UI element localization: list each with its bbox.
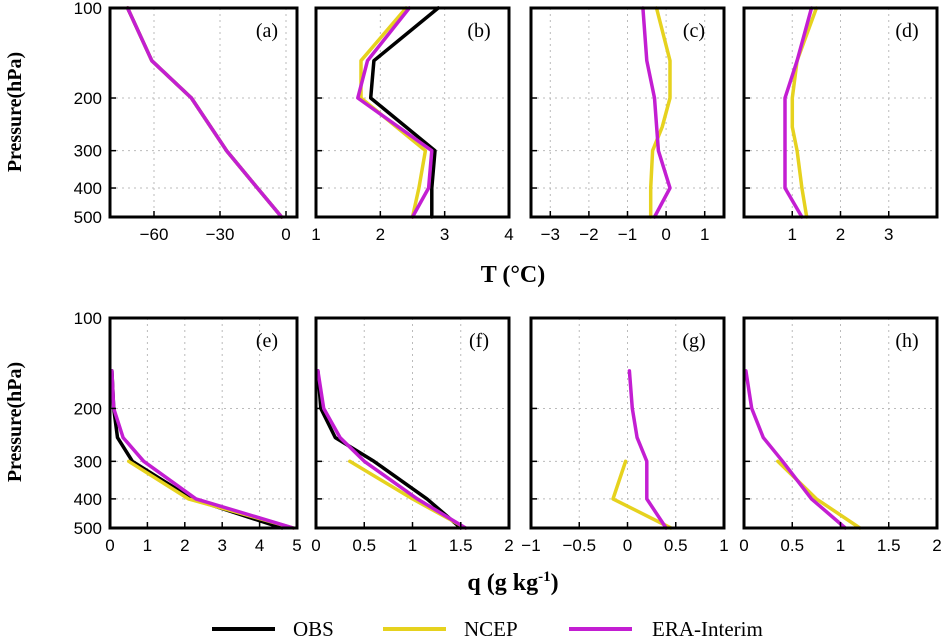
legend-label-obs: OBS — [293, 617, 334, 641]
panel-f-xtick-label-4: 2 — [504, 536, 513, 555]
panel-g-series-ncep — [611, 459, 673, 530]
panel-h-series-era — [744, 369, 848, 530]
x-axis-title-bottom: q (g kg-1) — [467, 569, 558, 596]
panel-e-series-era — [110, 369, 296, 530]
panel-b-frame — [314, 6, 511, 219]
panel-g: −1 −0.5 0 0.5 1 (g) — [521, 316, 729, 555]
legend-label-era: ERA-Interim — [652, 617, 763, 641]
panel-a-ytick-label-0: 100 — [74, 0, 102, 18]
panel-d-series-era — [783, 6, 814, 219]
panel-a-xtick-label-1: −30 — [206, 225, 235, 244]
panel-a-ytick-label-4: 500 — [74, 208, 102, 227]
panel-e-ytick-label-1: 200 — [74, 399, 102, 418]
panel-c-series-era — [641, 6, 672, 219]
panel-f-xtick-label-3: 1.5 — [449, 536, 473, 555]
panel-c-series-ncep — [648, 6, 672, 219]
panel-b-series-era — [356, 6, 434, 219]
x-axis-title-bottom-main: q (g kg — [467, 570, 538, 596]
legend: OBS NCEP ERA-Interim — [212, 617, 763, 641]
panel-a-ytick-label-1: 200 — [74, 89, 102, 108]
panel-e-xtick-label-1: 1 — [143, 536, 152, 555]
panel-b-xtick-label-2: 3 — [440, 225, 449, 244]
panel-a-xtick-label-0: −60 — [140, 225, 169, 244]
panel-c-xtick-label-3: 0 — [661, 225, 670, 244]
panel-f-xtick-label-0: 0 — [311, 536, 320, 555]
panel-e-series-ncep — [126, 459, 296, 530]
panel-c-xtick-label-1: −2 — [579, 225, 598, 244]
panel-b-series-obs — [368, 6, 440, 219]
panel-e-xtick-label-5: 5 — [292, 536, 301, 555]
panel-d-xtick-label-0: 1 — [788, 225, 797, 244]
panel-e-ytick-label-2: 300 — [74, 452, 102, 471]
panel-h-xtick-label-2: 1 — [836, 536, 845, 555]
panel-b-series-ncep — [359, 6, 428, 219]
panel-a: −60 −30 0 100 200 300 400 500 (a) — [74, 0, 299, 244]
panel-e-label: (e) — [256, 330, 278, 352]
panel-e-ytick-label-3: 400 — [74, 490, 102, 509]
y-axis-title-top: Pressure(hPa) — [4, 52, 26, 172]
panel-f-series-obs — [316, 369, 463, 530]
panel-d-label: (d) — [895, 20, 918, 42]
panel-e-ytick-label-0: 100 — [74, 309, 102, 328]
panel-f: 0 0.5 1 1.5 2 (f) — [311, 316, 514, 555]
y-axis-title-bottom: Pressure(hPa) — [4, 362, 26, 482]
panel-e-ytick-label-4: 500 — [74, 519, 102, 538]
panel-h: 0 0.5 1 1.5 2 (h) — [739, 316, 942, 555]
panel-e-xtick-label-4: 4 — [255, 536, 264, 555]
panel-b-xtick-label-1: 2 — [376, 225, 385, 244]
panel-h-label: (h) — [895, 330, 918, 352]
panel-a-ytick-label-3: 400 — [74, 179, 102, 198]
panel-g-xtick-label-1: −0.5 — [562, 536, 596, 555]
panel-f-xtick-label-1: 0.5 — [352, 536, 376, 555]
panel-c: −3 −2 −1 0 1 (c) — [529, 6, 726, 244]
panel-a-series-era — [125, 6, 284, 219]
panel-e-series-obs — [110, 369, 284, 530]
panel-e: 0 1 2 3 4 5 100 200 300 400 500 (e) — [74, 309, 302, 555]
panel-b-xtick-label-3: 4 — [504, 225, 513, 244]
panel-b-label: (b) — [467, 20, 490, 42]
panel-a-frame — [108, 6, 299, 219]
panel-g-label: (g) — [682, 330, 705, 352]
panel-g-xtick-label-2: 0 — [623, 536, 632, 555]
panel-e-xtick-label-3: 3 — [217, 536, 226, 555]
panel-e-xtick-label-2: 2 — [180, 536, 189, 555]
x-axis-title-top: T (°C) — [481, 262, 546, 288]
panel-a-label: (a) — [256, 20, 278, 42]
panel-d-xtick-label-2: 3 — [884, 225, 893, 244]
panel-g-series-era — [627, 369, 668, 530]
panel-h-xtick-label-3: 1.5 — [877, 536, 901, 555]
panel-h-xtick-label-0: 0 — [739, 536, 748, 555]
legend-label-ncep: NCEP — [464, 617, 518, 641]
panel-c-xtick-label-4: 1 — [700, 225, 709, 244]
panel-h-xtick-label-4: 2 — [932, 536, 941, 555]
panel-a-xtick-label-2: 0 — [281, 225, 290, 244]
panel-h-xtick-label-1: 0.5 — [780, 536, 804, 555]
x-axis-title-bottom-sup: -1 — [538, 569, 551, 585]
panel-g-xtick-label-0: −1 — [521, 536, 540, 555]
panel-e-frame — [108, 316, 299, 530]
panel-g-xtick-label-4: 1 — [719, 536, 728, 555]
panel-e-xtick-label-0: 0 — [105, 536, 114, 555]
panel-f-label: (f) — [469, 330, 489, 352]
panel-d: 1 2 3 (d) — [742, 6, 939, 244]
panel-c-xtick-label-2: −1 — [618, 225, 637, 244]
panel-b: 1 2 3 4 (b) — [311, 6, 514, 244]
panel-c-label: (c) — [683, 20, 705, 42]
panel-d-xtick-label-1: 2 — [836, 225, 845, 244]
panel-f-series-era — [316, 369, 468, 530]
panel-b-xtick-label-0: 1 — [311, 225, 320, 244]
panel-c-xtick-label-0: −3 — [541, 225, 560, 244]
panel-f-xtick-label-2: 1 — [408, 536, 417, 555]
panel-a-ytick-label-2: 300 — [74, 142, 102, 161]
panel-g-xtick-label-3: 0.5 — [664, 536, 688, 555]
x-axis-title-bottom-close: ) — [551, 570, 559, 596]
